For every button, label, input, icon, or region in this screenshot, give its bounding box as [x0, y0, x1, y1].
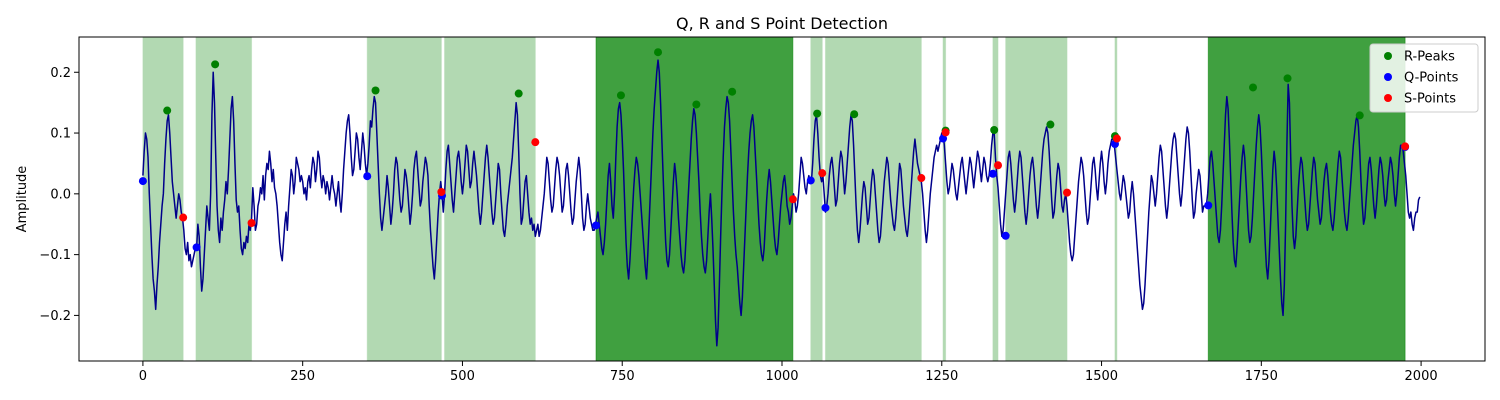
y-axis: −0.2 −0.1 0.0 0.1 0.2 — [39, 66, 79, 324]
s-point-marker — [531, 138, 540, 147]
shaded-region — [366, 37, 442, 361]
legend-marker — [1384, 94, 1392, 102]
s-point-marker — [941, 128, 950, 137]
shaded-region — [810, 37, 823, 361]
shaded-region — [195, 37, 253, 361]
r-peak-marker — [813, 109, 822, 118]
r-peak-marker — [728, 87, 737, 96]
x-tick-label: 250 — [290, 369, 315, 384]
q-point-marker — [592, 221, 601, 230]
s-point-marker — [788, 195, 797, 204]
x-tick-label: 750 — [610, 369, 635, 384]
s-point-marker — [247, 219, 256, 228]
r-peak-marker — [1249, 83, 1258, 92]
r-peak-marker — [616, 91, 625, 100]
s-point-marker — [917, 174, 926, 183]
s-point-marker — [179, 213, 188, 222]
x-tick-label: 0 — [139, 369, 147, 384]
shaded-region — [444, 37, 536, 361]
r-peak-marker — [850, 110, 859, 119]
q-point-marker — [363, 172, 372, 181]
legend-box — [1369, 43, 1479, 113]
q-point-marker — [806, 176, 815, 185]
r-peak-marker — [1283, 74, 1292, 83]
x-tick-label: 1500 — [1085, 369, 1118, 384]
r-peak-marker — [211, 60, 220, 69]
shaded-region — [942, 37, 947, 361]
chart-title: Q, R and S Point Detection — [676, 14, 888, 33]
q-point-marker — [192, 243, 201, 252]
r-peak-marker — [692, 100, 701, 109]
q-point-marker — [1001, 231, 1010, 240]
legend-label: R-Peaks — [1404, 50, 1455, 65]
signal-layer — [142, 59, 1421, 347]
legend-label: S-Points — [1404, 92, 1456, 107]
markers-layer — [138, 48, 1410, 252]
legend-label: Q-Points — [1404, 71, 1459, 86]
s-point-marker — [818, 169, 827, 178]
shaded-region — [1114, 37, 1118, 361]
s-point-marker — [1063, 188, 1072, 197]
detection-regions — [142, 37, 1406, 361]
r-peak-marker — [990, 126, 999, 135]
r-peak-marker — [1046, 120, 1055, 129]
x-tick-label: 1750 — [1245, 369, 1278, 384]
r-peak-marker — [163, 106, 172, 115]
y-tick-label: 0.0 — [50, 187, 71, 202]
y-tick-label: 0.2 — [50, 66, 71, 81]
shaded-region — [595, 37, 794, 361]
s-point-marker — [994, 161, 1003, 170]
x-tick-label: 500 — [450, 369, 475, 384]
r-peak-marker — [514, 89, 523, 98]
x-tick-label: 1000 — [765, 369, 798, 384]
s-point-marker — [1112, 134, 1121, 143]
signal-line — [142, 59, 1421, 347]
y-tick-label: 0.1 — [50, 127, 71, 142]
x-tick-label: 2000 — [1405, 369, 1438, 384]
legend-marker — [1384, 73, 1392, 81]
x-axis: 0 250 500 750 1000 1250 1500 1750 2000 — [139, 361, 1438, 384]
r-peak-marker — [371, 86, 380, 95]
legend-marker — [1384, 52, 1392, 60]
r-peak-marker — [654, 48, 663, 57]
legend: R-Peaks Q-Points S-Points — [1369, 43, 1479, 113]
s-point-marker — [437, 188, 446, 197]
q-point-marker — [821, 203, 830, 212]
q-point-marker — [939, 134, 948, 143]
r-peak-marker — [1355, 111, 1364, 120]
q-point-marker — [988, 169, 997, 178]
s-point-marker — [1401, 142, 1410, 151]
shaded-region — [992, 37, 999, 361]
shaded-region — [824, 37, 922, 361]
q-point-marker — [1204, 201, 1213, 210]
y-tick-label: −0.1 — [39, 248, 71, 263]
y-tick-label: −0.2 — [39, 309, 71, 324]
q-point-marker — [138, 177, 147, 186]
x-tick-label: 1250 — [925, 369, 958, 384]
y-axis-label: Amplitude — [15, 166, 30, 233]
